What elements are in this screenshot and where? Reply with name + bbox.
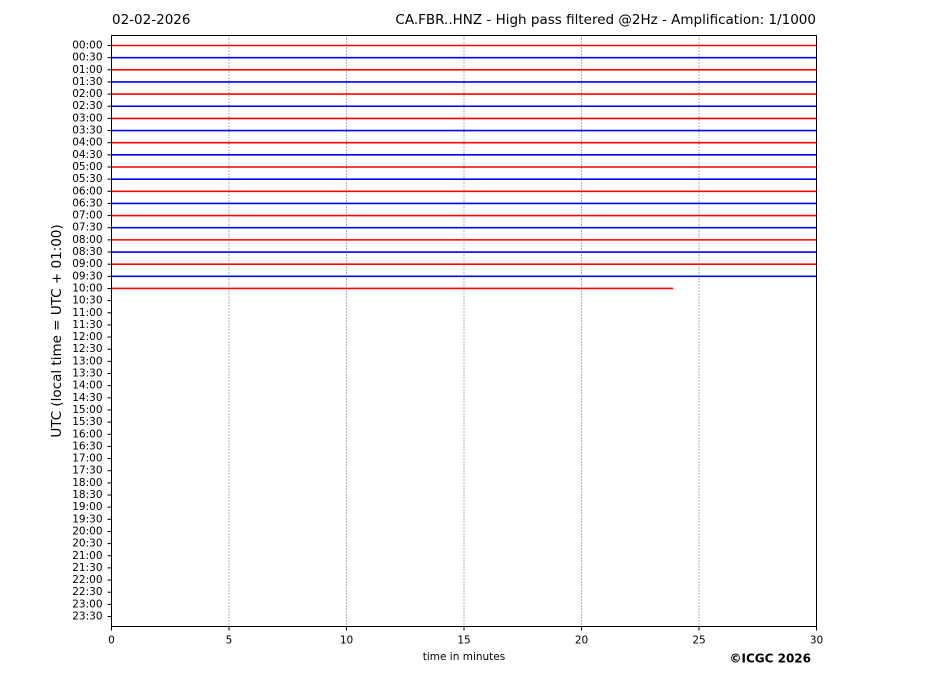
y-tick-label: 22:00: [72, 574, 102, 586]
y-tick-label: 21:30: [72, 562, 102, 574]
y-tick-label: 05:00: [72, 161, 102, 173]
y-tick-label: 04:30: [72, 149, 102, 161]
y-tick-label: 02:00: [72, 88, 102, 100]
y-tick-label: 09:00: [72, 258, 102, 270]
y-tick-label: 06:00: [72, 185, 102, 197]
y-tick-label: 08:30: [72, 246, 102, 258]
y-tick-label: 23:00: [72, 598, 102, 610]
y-tick-label: 17:30: [72, 465, 102, 477]
date: 02-02-2026: [112, 12, 190, 28]
y-tick-label: 06:30: [72, 197, 102, 209]
y-tick-label: 13:00: [72, 355, 102, 367]
y-tick-label: 16:00: [72, 428, 102, 440]
x-axis-label: time in minutes: [423, 651, 505, 663]
x-tick-label: 20: [575, 635, 588, 647]
y-tick-label: 07:00: [72, 210, 102, 222]
y-tick-label: 08:00: [72, 234, 102, 246]
y-tick-label: 05:30: [72, 173, 102, 185]
y-tick-label: 16:30: [72, 440, 102, 452]
y-tick-label: 01:00: [72, 64, 102, 76]
y-tick-label: 15:00: [72, 404, 102, 416]
y-tick-label: 22:30: [72, 586, 102, 598]
y-tick-label: 11:30: [72, 319, 102, 331]
y-tick-label: 03:00: [72, 112, 102, 124]
y-tick-label: 20:30: [72, 538, 102, 550]
x-tick-label: 25: [692, 635, 705, 647]
y-tick-label: 19:30: [72, 513, 102, 525]
y-tick-label: 10:00: [72, 282, 102, 294]
y-tick-label: 17:00: [72, 453, 102, 465]
x-tick-label: 15: [457, 635, 470, 647]
y-tick-label: 23:30: [72, 611, 102, 623]
y-tick-label: 10:30: [72, 295, 102, 307]
y-tick-label: 11:00: [72, 307, 102, 319]
y-tick-label: 18:30: [72, 489, 102, 501]
y-tick-label: 09:30: [72, 270, 102, 282]
y-tick-label: 19:00: [72, 501, 102, 513]
y-tick-label: 00:30: [72, 52, 102, 64]
y-tick-label: 20:00: [72, 525, 102, 537]
y-tick-label: 02:30: [72, 100, 102, 112]
y-tick-label: 14:00: [72, 380, 102, 392]
x-tick-label: 10: [340, 635, 353, 647]
x-tick-label: 0: [108, 635, 115, 647]
y-tick-label: 13:30: [72, 368, 102, 380]
y-tick-label: 04:00: [72, 137, 102, 149]
y-tick-label: 15:30: [72, 416, 102, 428]
y-tick-label: 07:30: [72, 222, 102, 234]
y-tick-label: 12:30: [72, 343, 102, 355]
y-tick-label: 14:30: [72, 392, 102, 404]
y-tick-label: 12:00: [72, 331, 102, 343]
chart-title: CA.FBR..HNZ - High pass filtered @2Hz - …: [395, 12, 816, 28]
x-tick-label: 30: [810, 635, 823, 647]
y-tick-label: 01:30: [72, 76, 102, 88]
y-tick-label: 00:00: [72, 40, 102, 52]
x-tick-label: 5: [226, 635, 233, 647]
y-tick-label: 21:00: [72, 550, 102, 562]
plot-frame: [111, 35, 817, 627]
y-tick-label: 03:30: [72, 125, 102, 137]
y-tick-label: 18:00: [72, 477, 102, 489]
credit: ©ICGC 2026: [729, 652, 811, 666]
y-axis-label: UTC (local time = UTC + 01:00): [49, 224, 65, 437]
